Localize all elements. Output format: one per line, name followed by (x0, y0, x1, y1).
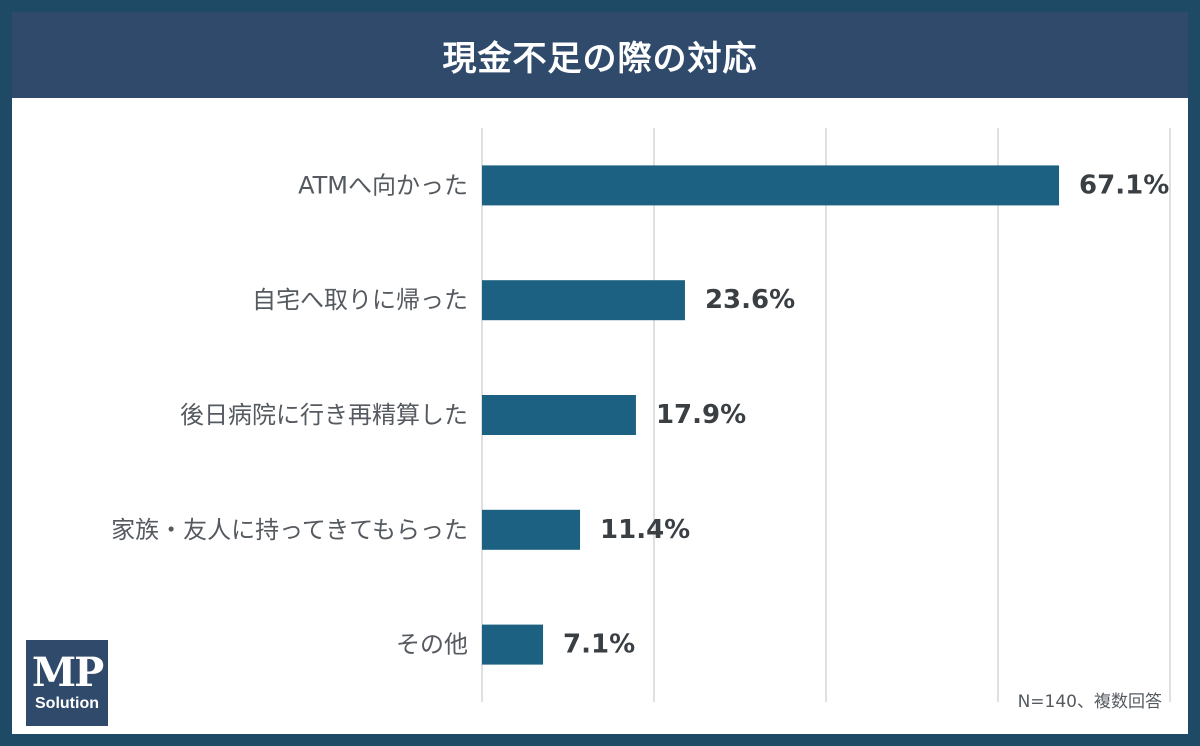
chart-panel: ATMへ向かった 67.1% 自宅へ取りに帰った 23.6% 後日病院に行き再精算した 1… (12, 98, 1188, 734)
bar (482, 395, 636, 435)
bar (482, 165, 1060, 206)
logo-subtitle: Solution (35, 695, 99, 712)
value-label: 23.6% (705, 285, 795, 315)
bar (482, 509, 581, 550)
category-label: 自宅へ取りに帰った (252, 286, 468, 314)
value-label: 67.1% (1079, 170, 1169, 200)
chart-header: 現金不足の際の対応 (12, 12, 1188, 98)
value-label: 11.4% (600, 515, 690, 545)
logo-mark: MP (31, 649, 104, 696)
category-label: その他 (396, 631, 468, 659)
value-label: 17.9% (656, 400, 746, 430)
bar (482, 624, 544, 665)
bar-chart: ATMへ向かった 67.1% 自宅へ取りに帰った 23.6% 後日病院に行き再精算した 1… (111, 128, 1171, 702)
chart-title: 現金不足の際の対応 (442, 38, 758, 79)
mp-solution-logo: MP Solution (26, 640, 108, 726)
category-label: 後日病院に行き再精算した (180, 401, 468, 429)
category-label: ATMへ向かった (298, 171, 468, 199)
category-label: 家族・友人に持ってきてもらった (111, 516, 468, 544)
bar (482, 280, 685, 321)
sample-note: N=140、複数回答 (1017, 692, 1162, 712)
value-label: 7.1% (563, 630, 635, 660)
